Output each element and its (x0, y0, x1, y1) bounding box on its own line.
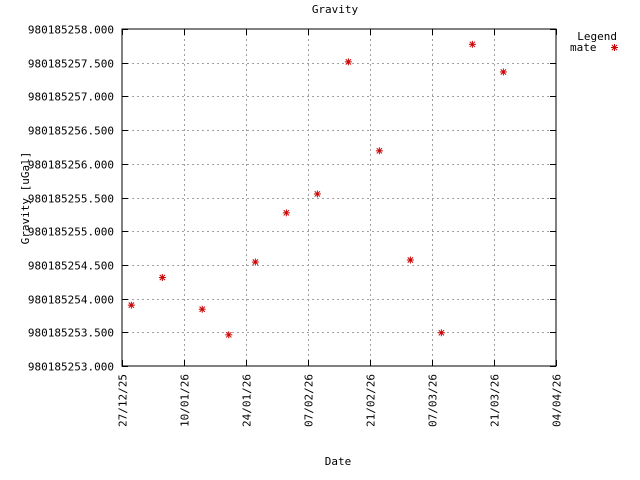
x-tick-label: 21/02/26 (365, 374, 378, 427)
plot-border (121, 28, 557, 367)
y-tick-label: 980185256.500 (28, 125, 114, 138)
x-tick-label: 24/01/26 (241, 374, 254, 427)
x-tick-label: 07/03/26 (427, 374, 440, 427)
x-tick-label: 27/12/25 (117, 374, 130, 427)
data-point (251, 258, 259, 266)
y-tick-label: 980185257.000 (28, 91, 114, 104)
data-point (406, 256, 414, 264)
data-point (158, 274, 166, 282)
y-tick-label: 980185253.500 (28, 327, 114, 340)
data-point (282, 209, 290, 217)
chart-title: Gravity (312, 3, 359, 16)
y-tick-label: 980185254.000 (28, 294, 114, 307)
x-tick-label: 04/04/26 (551, 374, 564, 427)
data-point (198, 305, 206, 313)
x-tick-label: 07/02/26 (303, 374, 316, 427)
y-tick-label: 980185254.500 (28, 260, 114, 273)
legend-marker-symbol (611, 44, 618, 51)
y-axis-ticks: 980185253.000 980185253.500 980185254.000 9… (28, 24, 556, 374)
x-axis-ticks: 27/12/25 10/01/26 24/01/26 07/02/26 21/02/26… (117, 29, 564, 427)
data-points (127, 40, 507, 339)
y-tick-label: 980185256.000 (28, 159, 114, 172)
y-tick-label: 980185255.500 (28, 193, 114, 206)
x-tick-label: 10/01/26 (179, 374, 192, 427)
legend-marker (611, 44, 618, 51)
data-point (313, 190, 321, 198)
y-axis-label: Gravity [uGal] (19, 152, 32, 245)
legend-entry-label: mate (570, 41, 597, 54)
data-point (499, 68, 507, 76)
grid-lines (122, 29, 556, 366)
data-point (344, 58, 352, 66)
data-point (375, 147, 383, 155)
x-tick-label: 21/03/26 (489, 374, 502, 427)
y-tick-label: 980185255.000 (28, 226, 114, 239)
data-point (127, 301, 135, 309)
data-point (437, 329, 445, 337)
y-tick-label: 980185253.000 (28, 361, 114, 374)
data-point (225, 331, 233, 339)
data-point (468, 40, 476, 48)
x-axis-label: Date (325, 455, 352, 468)
y-tick-label: 980185258.000 (28, 24, 114, 37)
legend-title: Legend (577, 30, 617, 43)
y-tick-label: 980185257.500 (28, 58, 114, 71)
